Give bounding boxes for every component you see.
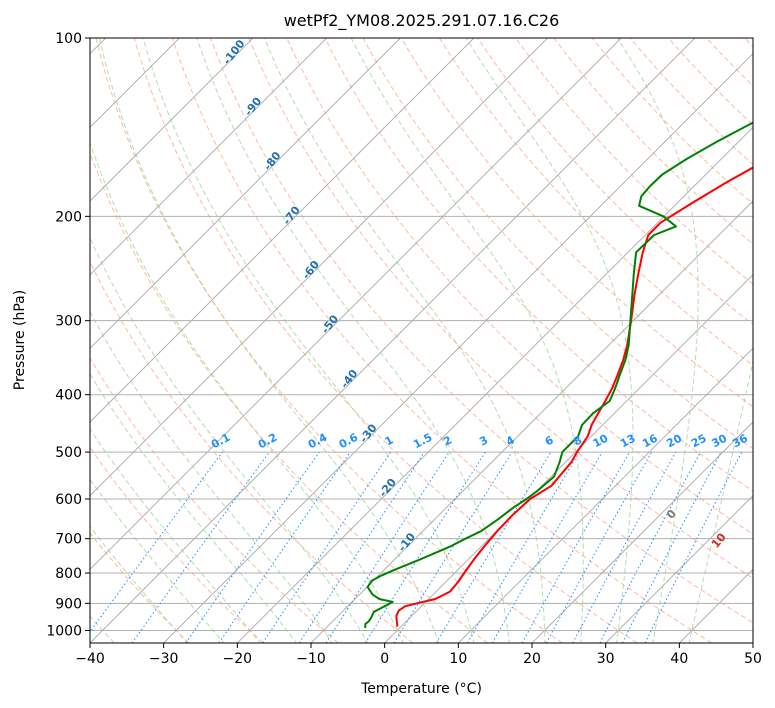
isotherm-line — [605, 494, 753, 643]
mixing-ratio-label: 16 — [640, 432, 660, 451]
y-axis-label: Pressure (hPa) — [12, 290, 28, 390]
mixing-ratio-line — [131, 451, 270, 643]
mixing-ratio-label: 20 — [664, 431, 684, 450]
dry-adiabat-line — [286, 38, 753, 535]
isotherm-line — [384, 273, 753, 643]
moist-adiabat-line — [90, 478, 225, 643]
moist-adiabat-line — [90, 236, 369, 643]
dry-adiabat-line — [95, 38, 563, 643]
x-axis-ticks: −40 −30 −20 −10 0 10 20 30 40 50 — [75, 643, 762, 667]
mixing-ratio-label: 36 — [730, 432, 750, 451]
y-tick-label: 400 — [55, 388, 82, 404]
x-tick-label: 50 — [744, 651, 762, 667]
mixing-ratio-line — [545, 451, 653, 643]
plot-frame — [89, 37, 754, 644]
dry-adiabat-line — [210, 38, 753, 624]
mixing-ratio-line — [467, 451, 580, 643]
dry-adiabat-line — [90, 357, 339, 643]
isotherm-line — [90, 38, 622, 571]
y-tick-label: 100 — [55, 31, 82, 47]
x-tick-label: −10 — [296, 651, 326, 667]
dry-adiabat-line — [171, 38, 712, 643]
y-tick-label: 900 — [55, 596, 82, 612]
isotherm-line — [90, 38, 254, 202]
mixing-ratio-label: 25 — [689, 432, 709, 451]
isotherm-line — [90, 38, 549, 497]
mixing-ratio-line — [364, 451, 486, 643]
plot-area: 0.1 0.2 0.4 0.6 1 1.5 2 3 4 6 8 10 13 16 20 25 30 36-100-… — [90, 38, 753, 643]
isotherm-gridlines — [90, 38, 753, 643]
dry-adiabat-line — [591, 38, 753, 205]
isotherm-line — [90, 38, 696, 643]
x-tick-label: 40 — [670, 651, 688, 667]
y-tick-label: 800 — [55, 566, 82, 582]
mixing-ratio-line — [491, 451, 603, 643]
y-tick-label: 500 — [55, 445, 82, 461]
dry-adiabat-line — [438, 38, 753, 366]
chart-title: wetPf2_YM08.2025.291.07.16.C26 — [284, 11, 560, 31]
isotherm-line — [236, 126, 753, 643]
y-tick-label: 1000 — [46, 623, 82, 639]
isobar-gridlines — [90, 38, 753, 631]
mixing-ratio-line — [435, 451, 552, 643]
dry-adiabat-line — [553, 38, 753, 245]
x-tick-label: −20 — [223, 651, 253, 667]
dry-adiabat-line — [90, 151, 488, 643]
mixing-ratio-line — [393, 451, 513, 643]
mixing-ratio-label: 30 — [710, 432, 730, 451]
mixing-ratio-line — [90, 451, 223, 633]
isotherm-line — [531, 421, 753, 643]
isotherm-line — [90, 38, 475, 423]
x-axis-label: Temperature (°C) — [360, 681, 482, 697]
isotherm-line — [457, 347, 753, 643]
y-tick-label: 300 — [55, 314, 82, 330]
y-tick-label: 700 — [55, 532, 82, 548]
mixing-ratio-label: 13 — [618, 432, 638, 451]
mixing-ratio-line — [185, 451, 320, 643]
dry-adiabat-line — [133, 38, 638, 643]
moist-adiabat-line — [90, 373, 297, 643]
isotherm-line — [163, 52, 753, 643]
x-tick-label: −30 — [149, 651, 179, 667]
isotherm-line — [90, 38, 401, 350]
moist-adiabat-line — [90, 310, 333, 643]
sounding-profiles — [364, 121, 753, 628]
isotherm-line — [310, 200, 753, 643]
moist-adiabat-line — [263, 38, 546, 643]
y-tick-label: 200 — [55, 209, 82, 225]
mixing-ratio-label: 10 — [591, 431, 611, 450]
mixing-ratio-line — [521, 451, 630, 643]
mixing-ratio-line — [325, 451, 450, 643]
x-tick-label: −40 — [75, 651, 105, 667]
dry-adiabat-line — [90, 532, 190, 643]
x-tick-label: 30 — [597, 651, 615, 667]
y-tick-label: 600 — [55, 492, 82, 508]
moist-adiabat-line — [142, 38, 475, 643]
y-axis-ticks: 100 200 300 400 500 600 700 800 900 1000 — [46, 31, 90, 639]
x-tick-label: 10 — [449, 651, 467, 667]
temperature-profile-line — [395, 166, 753, 627]
moist-adiabat-line — [688, 358, 753, 643]
dry-adiabat-line — [477, 38, 753, 326]
mixing-ratio-line — [218, 451, 351, 643]
dry-adiabat-line — [90, 260, 414, 643]
dry-adiabat-line — [248, 38, 753, 579]
moist-adiabat-line — [465, 38, 634, 643]
dewpoint-profile-line — [364, 121, 753, 628]
mixing-ratio-lines — [90, 451, 743, 643]
isotherm-line — [90, 38, 328, 276]
moist-adiabat-line — [616, 38, 699, 643]
moist-adiabat-line — [90, 428, 261, 643]
x-tick-label: 0 — [380, 651, 389, 667]
dry-adiabat-line — [324, 38, 753, 492]
x-tick-label: 20 — [523, 651, 541, 667]
moist-adiabat-line — [196, 38, 510, 643]
moist-adiabat-line — [90, 141, 404, 643]
dry-adiabats — [90, 38, 753, 643]
mixing-ratio-line — [572, 451, 677, 643]
dry-adiabat-line — [400, 38, 753, 408]
